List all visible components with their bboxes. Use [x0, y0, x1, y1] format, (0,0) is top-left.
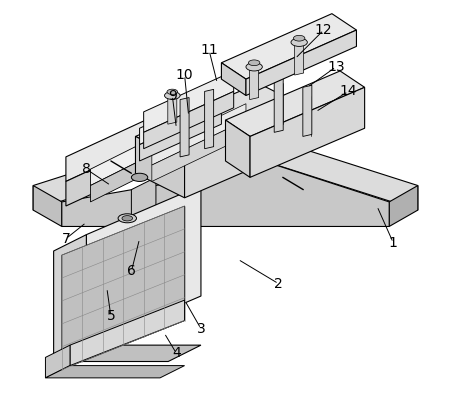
Polygon shape [46, 365, 184, 378]
Polygon shape [139, 108, 221, 161]
Polygon shape [139, 91, 221, 145]
Text: 10: 10 [176, 68, 193, 82]
Polygon shape [144, 71, 234, 132]
Polygon shape [221, 14, 356, 79]
Text: 14: 14 [340, 84, 357, 98]
Ellipse shape [249, 60, 260, 66]
Polygon shape [33, 185, 62, 227]
Text: 8: 8 [82, 162, 91, 176]
Polygon shape [54, 235, 86, 361]
Polygon shape [33, 124, 418, 210]
Polygon shape [250, 87, 365, 177]
Polygon shape [303, 85, 312, 136]
Polygon shape [389, 185, 418, 227]
Polygon shape [205, 89, 214, 149]
Polygon shape [226, 120, 250, 177]
Polygon shape [46, 345, 70, 378]
Ellipse shape [122, 215, 133, 221]
Text: 13: 13 [327, 60, 345, 74]
Ellipse shape [291, 38, 307, 47]
Polygon shape [62, 206, 184, 370]
Text: 5: 5 [106, 309, 115, 323]
Polygon shape [86, 185, 201, 345]
Text: 11: 11 [200, 44, 218, 58]
Polygon shape [91, 136, 156, 185]
Ellipse shape [118, 214, 137, 223]
Text: 7: 7 [61, 232, 70, 246]
Ellipse shape [167, 89, 178, 94]
Polygon shape [54, 345, 201, 361]
Polygon shape [152, 120, 246, 181]
Polygon shape [66, 108, 172, 181]
Polygon shape [295, 40, 304, 75]
Polygon shape [246, 30, 356, 96]
Ellipse shape [131, 173, 148, 181]
Polygon shape [221, 63, 246, 96]
Text: 12: 12 [315, 23, 332, 37]
Polygon shape [168, 94, 177, 124]
Polygon shape [180, 98, 189, 157]
Polygon shape [274, 73, 283, 132]
Polygon shape [226, 71, 365, 136]
Polygon shape [131, 177, 156, 243]
Polygon shape [70, 300, 184, 365]
Text: 9: 9 [168, 89, 177, 103]
Ellipse shape [165, 91, 180, 99]
Text: 2: 2 [274, 277, 283, 291]
Polygon shape [91, 153, 156, 202]
Polygon shape [144, 91, 234, 149]
Polygon shape [250, 65, 258, 100]
Text: 1: 1 [389, 236, 398, 250]
Polygon shape [66, 132, 172, 206]
Polygon shape [62, 149, 389, 227]
Ellipse shape [294, 35, 305, 41]
Polygon shape [184, 108, 307, 198]
Text: 6: 6 [127, 265, 136, 279]
Polygon shape [135, 83, 307, 161]
Text: 3: 3 [197, 322, 205, 336]
Ellipse shape [246, 63, 262, 71]
Text: 4: 4 [172, 346, 181, 360]
Polygon shape [135, 136, 184, 198]
Polygon shape [152, 104, 246, 165]
